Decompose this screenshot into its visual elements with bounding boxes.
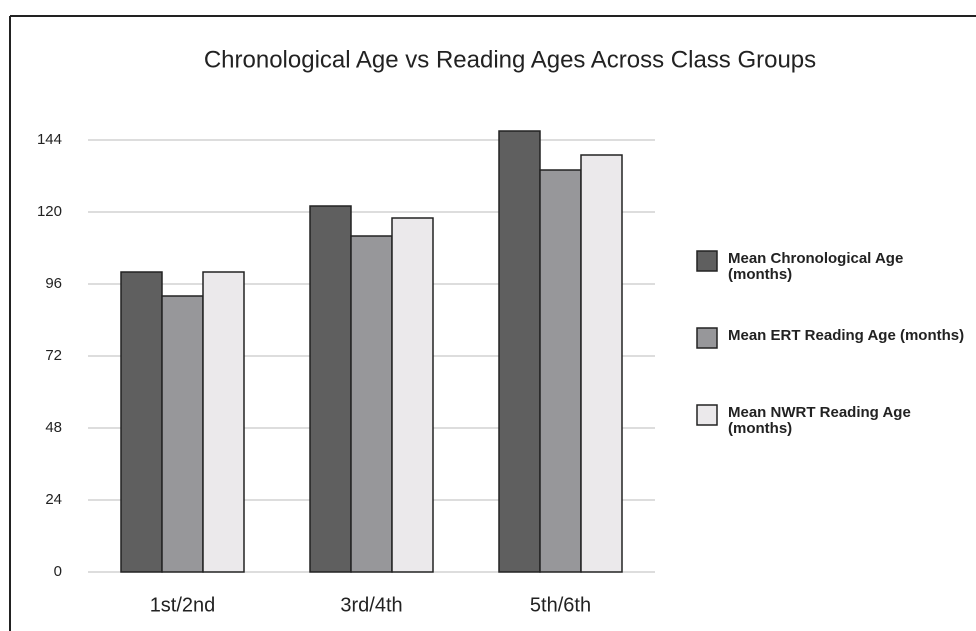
y-tick-label: 48 <box>45 419 62 436</box>
y-tick-label: 24 <box>45 491 62 508</box>
y-tick-label: 0 <box>54 563 62 580</box>
legend-label: Mean ERT Reading Age (months) <box>728 327 965 344</box>
x-tick-label: 1st/2nd <box>150 594 216 616</box>
y-tick-label: 72 <box>45 347 62 364</box>
x-tick-label: 5th/6th <box>530 594 591 616</box>
bar <box>202 271 245 573</box>
legend-swatch <box>696 250 718 272</box>
bar <box>498 130 541 573</box>
y-tick-label: 120 <box>37 203 62 220</box>
bar <box>539 169 582 573</box>
bar <box>120 271 163 573</box>
bar <box>350 235 393 573</box>
chart-title: Chronological Age vs Reading Ages Across… <box>204 46 816 73</box>
legend-swatch <box>696 327 718 349</box>
legend-label: Mean Chronological Age (months) <box>728 250 904 283</box>
bar <box>161 295 204 573</box>
bar <box>309 205 352 573</box>
y-tick-label: 96 <box>45 275 62 292</box>
bar <box>391 217 434 573</box>
x-tick-label: 3rd/4th <box>340 594 402 616</box>
bar <box>580 154 623 573</box>
legend-label: Mean NWRT Reading Age (months) <box>728 404 911 437</box>
legend-swatch <box>696 404 718 426</box>
y-tick-label: 144 <box>37 131 62 148</box>
